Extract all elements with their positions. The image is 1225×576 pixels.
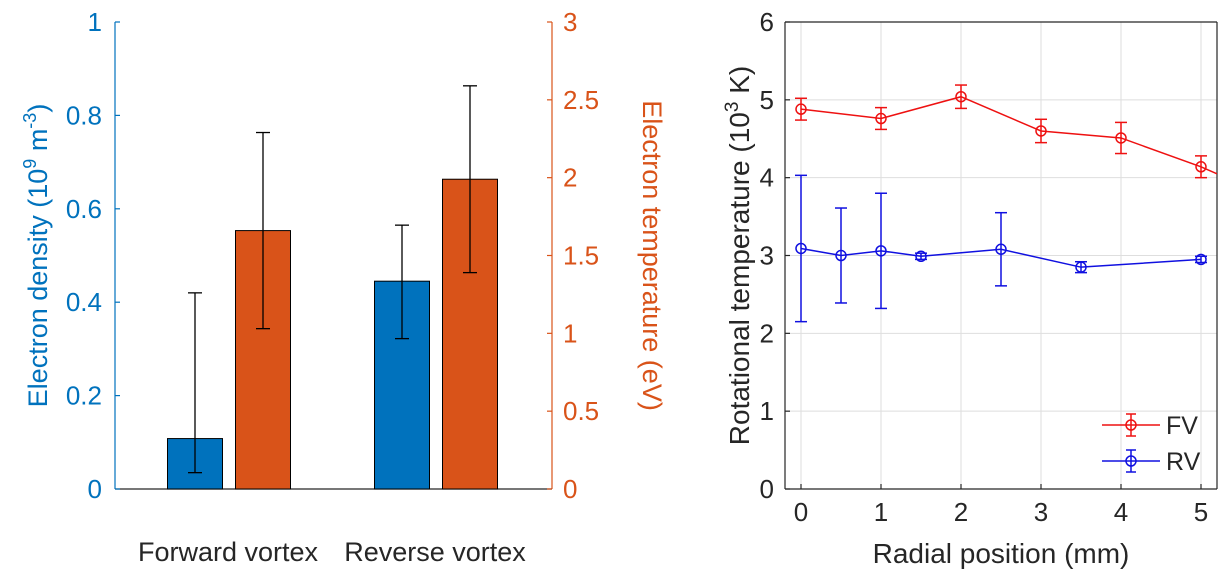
data-point-marker — [1075, 261, 1087, 273]
label-part: K) — [724, 66, 755, 102]
x-tick-label: 3 — [1034, 497, 1048, 527]
left-y-tick-label: 1 — [88, 7, 102, 37]
left-y-tick-label: 0.2 — [66, 381, 102, 411]
label-part: 3 — [722, 102, 743, 113]
right-y-tick-label: 0.5 — [563, 396, 599, 426]
y-axis-label: Rotational temperature (103 K) — [722, 66, 755, 445]
right-y-tick-label: 1.5 — [563, 241, 599, 271]
legend-label: RV — [1166, 448, 1201, 476]
right-y-tick-label: 3 — [563, 7, 577, 37]
category-label: Reverse vortex — [344, 537, 526, 567]
left-y-tick-label: 0.4 — [66, 287, 102, 317]
data-point-marker — [1195, 253, 1207, 266]
series-line — [800, 95, 1217, 175]
y-tick-label: 6 — [760, 7, 774, 37]
data-point-marker — [875, 112, 887, 125]
x-tick-label: 5 — [1194, 497, 1208, 527]
data-point-marker — [875, 245, 887, 257]
label-part: m — [23, 129, 53, 159]
right-y-tick-label: 2.5 — [563, 85, 599, 115]
x-axis-label: Radial position (mm) — [873, 538, 1130, 569]
label-part: ) — [23, 104, 53, 113]
data-point-marker — [1035, 125, 1047, 137]
data-point-marker — [1115, 132, 1127, 144]
label-part: -3 — [20, 113, 40, 129]
left-y-tick-label: 0 — [88, 474, 102, 504]
y-tick-label: 3 — [760, 241, 774, 271]
left-y-axis-label: Electron density (109 m-3) — [20, 104, 53, 408]
left-y-tick-label: 0.8 — [66, 100, 102, 130]
line-chart-panel: 0 1 2 3 4 5 0 1 2 3 4 5 6 Radial position (mm) Rotatio… — [722, 7, 1218, 569]
category-label: Forward vortex — [138, 537, 319, 567]
x-tick-label: 4 — [1114, 497, 1128, 527]
data-point-marker — [1195, 161, 1207, 173]
y-tick-label: 4 — [760, 163, 774, 193]
data-point-marker — [835, 249, 847, 262]
data-point-marker — [795, 242, 807, 255]
x-tick-label: 1 — [874, 497, 888, 527]
right-y-tick-label: 1 — [563, 318, 577, 348]
left-y-tick-label: 0.6 — [66, 194, 102, 224]
legend-marker — [1125, 455, 1137, 467]
right-y-tick-label: 2 — [563, 163, 577, 193]
y-tick-label: 5 — [760, 85, 774, 115]
x-tick-label: 0 — [794, 497, 808, 527]
bar-chart-panel: 0 0.2 0.4 0.6 0.8 1 0 0.5 1 1.5 2 2.5 3 Electron dens… — [20, 7, 667, 567]
label-part: Electron density (10 — [23, 169, 53, 408]
right-y-axis-label: Electron temperature (eV) — [637, 100, 667, 411]
data-point-marker — [915, 250, 927, 263]
legend-marker — [1125, 419, 1137, 431]
x-tick-label: 2 — [954, 497, 968, 527]
series-layer — [795, 84, 1217, 323]
right-y-tick-label: 0 — [563, 474, 577, 504]
data-point-marker — [955, 90, 967, 103]
y-tick-label: 1 — [760, 396, 774, 426]
y-tick-label: 0 — [760, 474, 774, 504]
label-part: Rotational temperature (10 — [724, 112, 755, 445]
data-point-marker — [795, 103, 807, 115]
y-tick-label: 2 — [760, 318, 774, 348]
legend: FV RV — [1102, 412, 1201, 476]
data-point-marker — [995, 243, 1007, 256]
label-part: 9 — [20, 159, 40, 169]
legend-label: FV — [1166, 412, 1198, 440]
